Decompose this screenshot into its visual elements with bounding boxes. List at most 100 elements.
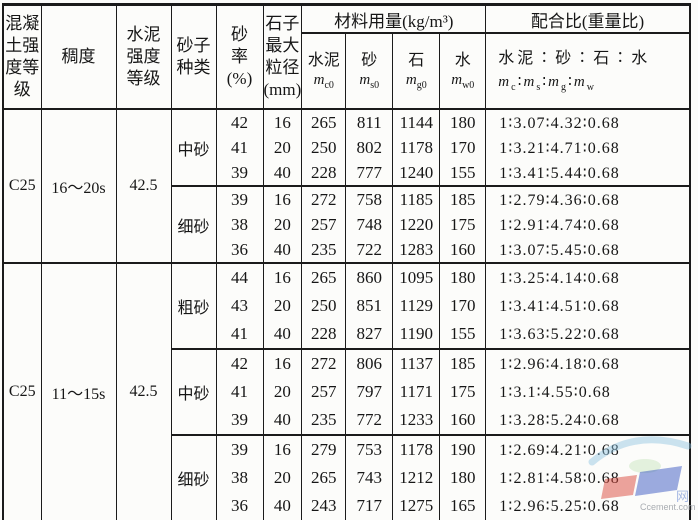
cell-water: 170 [439,135,487,160]
cell-cement: 265 [301,109,347,135]
cell-stone: 1178 [392,135,441,160]
cell-stone: 1171 [392,378,441,406]
table-row: C25 16～20s 42.5 中砂 42 16 265 811 1144 180 1∶3.07∶4… [2,109,691,264]
cell-water: 155 [439,160,487,187]
cell-max-size: 16 [262,186,303,212]
cell-sand-ratio: 42 [215,349,264,378]
cell-sand-ratio: 36 [215,237,264,264]
cell-max-size: 20 [262,212,303,237]
header-material-sand: 砂 ms0 [345,33,394,110]
cell-sand: 860 [345,263,394,292]
cell-water: 180 [439,464,487,492]
table-row: 41 40 228 827 1190 155 1∶3.63∶5.22∶0.68 [3,320,691,350]
cell-sand-ratio: 41 [215,320,264,350]
cell-cement: 272 [301,186,347,212]
cell-sand-ratio: 42 [215,109,264,135]
cell-sand: 722 [345,237,394,264]
sand-type-cell: 中砂 [170,109,217,187]
header-max-particle-size: 石子 最大 粒径 (mm) [262,4,303,110]
cell-stone: 1144 [392,109,441,135]
cell-sand: 802 [345,135,394,160]
cell-max-size: 40 [262,320,303,350]
cell-sand: 806 [345,349,394,378]
table-row: 43 20 250 851 1129 170 1∶3.41∶4.51∶0.68 [3,292,691,320]
section-consistency: 11～15s [40,263,117,520]
cell-ratio: 1∶3.07∶5.45∶0.68 [485,237,691,264]
header-consistency: 稠度 [40,4,117,110]
cell-water: 165 [439,492,487,520]
cell-sand: 772 [345,406,394,436]
table-header: 混凝 土强 度等 级 稠度 水泥 强度 等级 砂子 种类 砂 率 (%) 石子 … [2,4,691,110]
cell-max-size: 16 [262,435,303,464]
header-cement-grade: 水泥 强度 等级 [115,4,172,110]
cell-water: 185 [439,186,487,212]
material-symbol: ms0 [359,71,380,91]
cell-cement: 228 [301,320,347,350]
cell-stone: 1137 [392,349,441,378]
cell-cement: 228 [301,160,347,187]
cell-sand: 743 [345,464,394,492]
cell-water: 180 [439,263,487,292]
cell-sand-ratio: 39 [215,435,264,464]
cell-stone: 1190 [392,320,441,350]
material-label: 水 [454,51,471,69]
cell-ratio: 1∶2.96∶4.18∶0.68 [485,349,691,378]
cell-sand-ratio: 43 [215,292,264,320]
cell-max-size: 20 [262,464,303,492]
cell-ratio: 1∶3.1∶4.55∶0.68 [485,378,691,406]
material-label: 水泥 [307,51,340,69]
cell-ratio: 1∶2.96∶5.25∶0.68 [485,492,691,520]
cell-ratio: 1∶3.25∶4.14∶0.68 [485,263,691,292]
table-row: 41 20 257 797 1171 175 1∶3.1∶4.55∶0.68 [3,378,691,406]
cell-stone: 1240 [392,160,441,187]
material-symbol: mc0 [313,71,334,91]
cell-stone: 1212 [392,464,441,492]
cell-stone: 1095 [392,263,441,292]
section-consistency: 16～20s [40,109,117,264]
cell-max-size: 16 [262,109,303,135]
cell-cement: 250 [301,135,347,160]
material-label: 砂 [361,51,378,69]
cell-max-size: 16 [262,349,303,378]
cell-cement: 250 [301,292,347,320]
cell-ratio: 1∶3.28∶5.24∶0.68 [485,406,691,436]
material-symbol: mw0 [451,71,475,91]
cell-sand: 753 [345,435,394,464]
section-grade: C25 [2,263,42,520]
ratio-symbols: mc∶ms∶mg∶mw [498,74,596,93]
cell-sand-ratio: 44 [215,263,264,292]
cell-max-size: 20 [262,378,303,406]
material-symbol: mg0 [405,71,427,91]
cell-sand: 827 [345,320,394,350]
header-concrete-grade: 混凝 土强 度等 级 [2,4,42,110]
cell-sand: 851 [345,292,394,320]
cell-max-size: 40 [262,160,303,187]
cell-sand: 758 [345,186,394,212]
cell-ratio: 1∶2.79∶4.36∶0.68 [485,186,691,212]
material-label: 石 [408,51,425,69]
header-material-cement: 水泥 mc0 [301,33,347,110]
cell-ratio: 1∶3.21∶4.71∶0.68 [485,135,691,160]
section-cement-grade: 42.5 [115,263,172,520]
cell-stone: 1283 [392,237,441,264]
cell-max-size: 20 [262,292,303,320]
cell-sand-ratio: 39 [215,406,264,436]
table-row: 39 40 235 772 1233 160 1∶3.28∶5.24∶0.68 [3,406,691,436]
sand-type-cell: 中砂 [170,349,217,436]
sand-type-cell: 细砂 [170,435,217,520]
cell-water: 175 [439,212,487,237]
ratio-names: 水泥∶砂∶石∶水 [498,50,651,67]
header-sand-type: 砂子 种类 [170,4,217,110]
cell-ratio: 1∶3.07∶4.32∶0.68 [485,109,691,135]
table-row: 41 20 250 802 1178 170 1∶3.21∶4.71∶0.68 [3,135,691,160]
table-row: C25 11～15s 42.5 粗砂 44 16 265 860 1095 180 1∶3.25∶4… [2,263,691,520]
table-row: 39 40 228 777 1240 155 1∶3.41∶5.44∶0.68 [3,160,691,187]
cell-cement: 235 [301,237,347,264]
cell-sand-ratio: 41 [215,135,264,160]
cell-max-size: 16 [262,263,303,292]
header-ratio-formula: 水泥∶砂∶石∶水 mc∶ms∶mg∶mw [485,33,691,110]
cell-sand-ratio: 41 [215,378,264,406]
header-ratio-title: 配合比(重量比) [485,4,691,34]
cell-cement: 265 [301,263,347,292]
cell-cement: 265 [301,464,347,492]
